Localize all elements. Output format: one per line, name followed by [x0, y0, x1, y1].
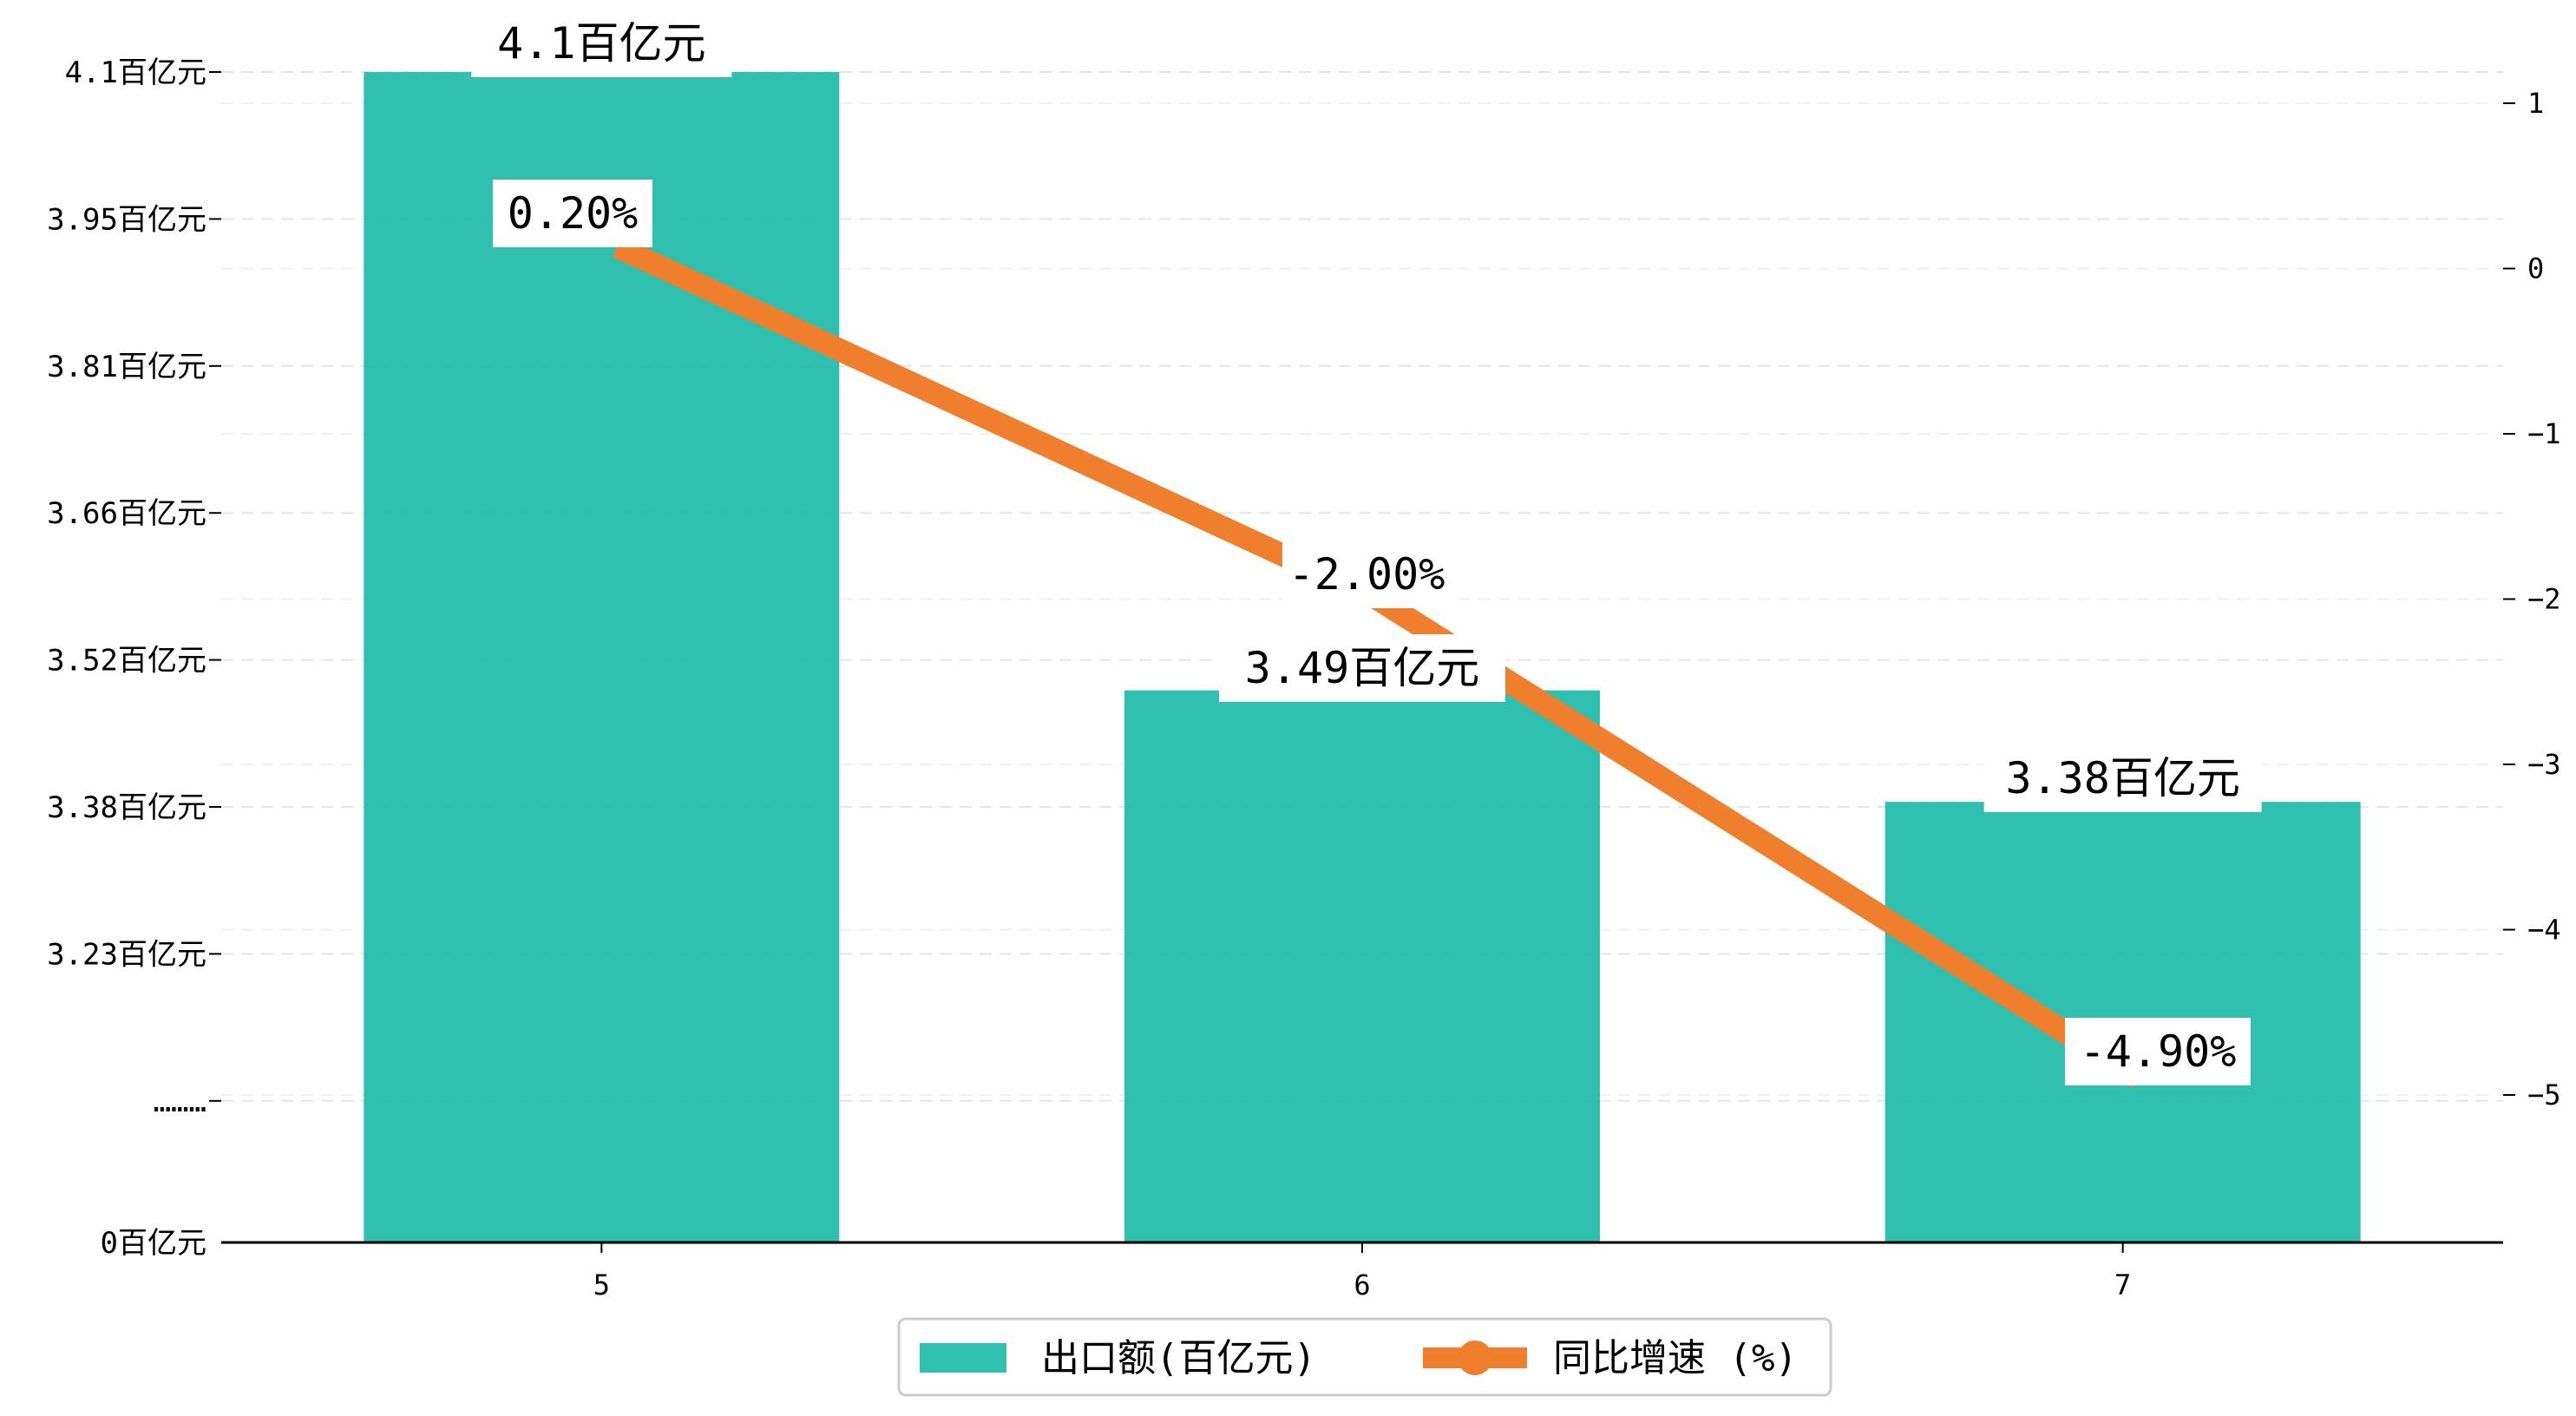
bar-value-label-box: [471, 10, 732, 77]
growth-value-label: 0.20%: [508, 188, 639, 239]
right-tick-label: −4: [2527, 914, 2561, 947]
bar-value-label: 4.1百亿元: [497, 18, 705, 69]
legend-swatch-bar: [920, 1343, 1006, 1373]
right-tick-label: −1: [2527, 417, 2561, 450]
right-tick-label: −5: [2527, 1078, 2561, 1111]
x-tick-label: 6: [1354, 1268, 1370, 1301]
bar: [364, 72, 840, 1242]
left-tick-label: 3.81百亿元: [47, 350, 206, 384]
left-tick-label: 3.52百亿元: [47, 644, 206, 678]
left-tick-label: ………: [154, 1085, 206, 1119]
right-tick-label: −2: [2527, 583, 2561, 616]
growth-value-label: -2.00%: [1288, 549, 1445, 600]
growth-value-label-box: [1282, 541, 1451, 608]
left-tick-label: 3.95百亿元: [47, 202, 206, 237]
left-tick-label: 3.38百亿元: [47, 790, 206, 825]
bar-value-label-box: [1219, 634, 1505, 702]
right-tick-label: 0: [2527, 252, 2544, 285]
x-tick-label: 7: [2114, 1268, 2131, 1301]
legend-label: 同比增速 (%): [1553, 1336, 1798, 1380]
left-tick-label: 0百亿元: [101, 1226, 206, 1261]
left-tick-label: 3.66百亿元: [47, 496, 206, 531]
left-tick-label: 3.23百亿元: [47, 937, 206, 972]
growth-value-label-box: [493, 180, 652, 247]
legend: 出口额(百亿元) 同比增速 (%): [897, 1317, 1832, 1397]
growth-value-label: -4.90%: [2080, 1026, 2237, 1077]
right-tick-label: 1: [2527, 87, 2544, 120]
bar: [1124, 690, 1600, 1242]
growth-value-label-box: [2065, 1018, 2251, 1085]
bar-value-label: 3.49百亿元: [1245, 643, 1479, 693]
legend-label: 出口额(百亿元): [1041, 1336, 1316, 1380]
bar-series: [364, 72, 2361, 1242]
axes: 5 6 7 0百亿元 ……… 3.23百亿元 3.38百亿元 3.52百亿元 3.66百亿元 3.…: [47, 56, 2560, 1301]
right-tick-label: −3: [2527, 748, 2561, 781]
left-tick-label: 4.1百亿元: [65, 56, 206, 90]
bar-value-label-box: [1983, 744, 2262, 812]
x-tick-label: 5: [593, 1268, 610, 1301]
legend-frame: [897, 1317, 1832, 1397]
bar-value-label: 3.38百亿元: [2005, 753, 2239, 803]
data-labels: 4.1百亿元 3.49百亿元 3.38百亿元 0.20% -2.00% -4.90%: [471, 10, 2262, 1085]
legend-marker: [1458, 1341, 1492, 1375]
